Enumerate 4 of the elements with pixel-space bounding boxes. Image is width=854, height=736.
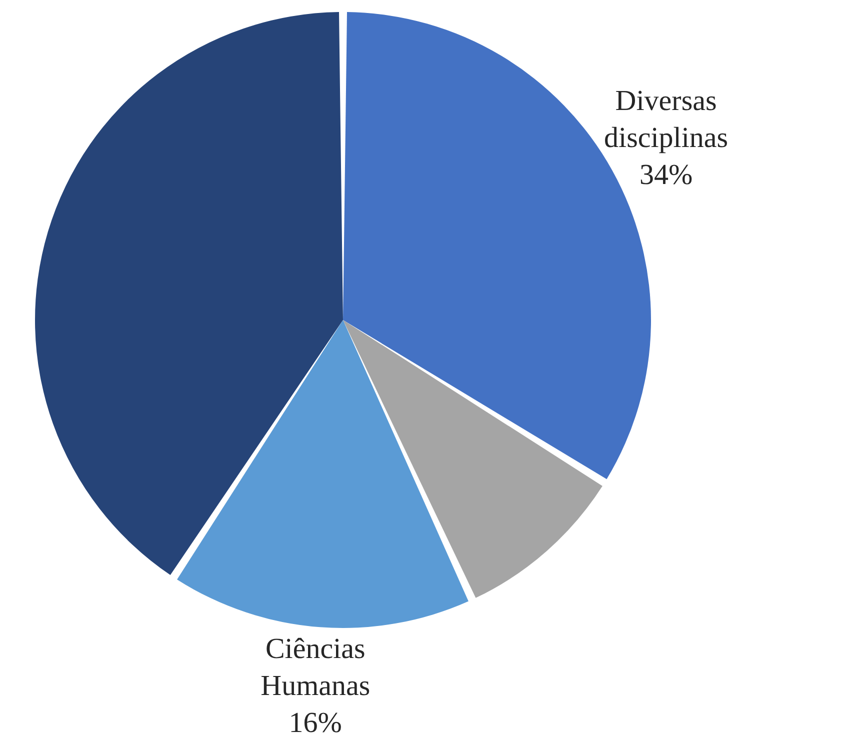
slice-label: Ciências Humanas bbox=[260, 633, 370, 702]
slice-label: Diversas disciplinas bbox=[604, 85, 728, 154]
data-label: 16% bbox=[288, 707, 342, 736]
data-label: 34% bbox=[639, 159, 693, 192]
